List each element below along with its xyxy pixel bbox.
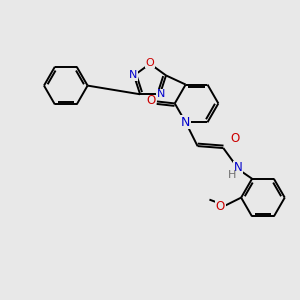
Text: O: O	[216, 200, 225, 213]
Text: O: O	[231, 132, 240, 145]
Text: H: H	[228, 170, 236, 180]
Text: N: N	[157, 89, 165, 99]
Text: O: O	[146, 58, 154, 68]
Text: O: O	[146, 94, 156, 107]
Text: N: N	[181, 116, 190, 129]
Text: N: N	[234, 161, 243, 174]
Text: N: N	[129, 70, 137, 80]
